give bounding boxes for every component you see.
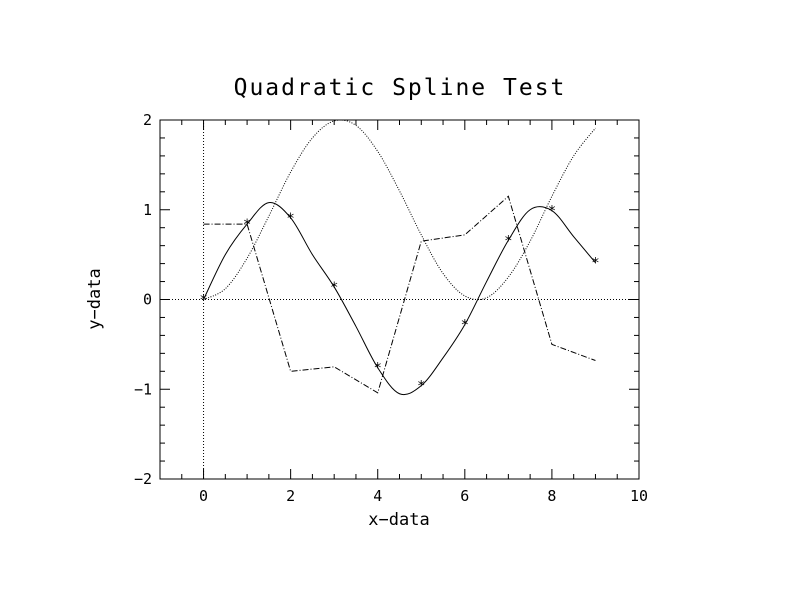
data-point-marker: * — [374, 361, 382, 377]
data-point-marker: * — [417, 379, 425, 395]
y-axis: −2 −1 0 1 2 — [134, 111, 639, 488]
y-axis-label: y−data — [85, 268, 105, 329]
x-axis: 0 2 4 6 8 10 — [159, 120, 648, 505]
data-point-marker: * — [504, 233, 512, 249]
y-tick-label: −2 — [134, 470, 152, 488]
plot-series: ** ******** — [199, 119, 600, 396]
dotted-series — [203, 119, 596, 301]
y-tick-label: 1 — [143, 201, 152, 219]
y-tick-label: −1 — [134, 380, 152, 398]
x-tick-label: 2 — [286, 487, 295, 505]
chart-title: Quadratic Spline Test — [234, 75, 567, 101]
x-tick-label: 0 — [199, 487, 208, 505]
x-tick-label: 4 — [373, 487, 382, 505]
y-tick-label: 0 — [143, 291, 152, 309]
plot-frame — [159, 119, 640, 480]
y-tick-label: 2 — [143, 111, 152, 129]
data-point-marker: * — [548, 204, 556, 220]
data-point-marker: * — [199, 293, 207, 309]
x-axis-label: x−data — [368, 510, 429, 530]
spline-solid-series — [203, 202, 596, 396]
data-point-marker: * — [591, 256, 599, 272]
dash-dot-series — [203, 195, 596, 394]
data-point-marker: * — [286, 211, 294, 227]
data-point-marker: * — [330, 280, 338, 296]
x-tick-label: 6 — [460, 487, 469, 505]
x-tick-label: 8 — [547, 487, 556, 505]
reference-lines — [160, 120, 639, 479]
x-tick-label: 10 — [630, 487, 648, 505]
